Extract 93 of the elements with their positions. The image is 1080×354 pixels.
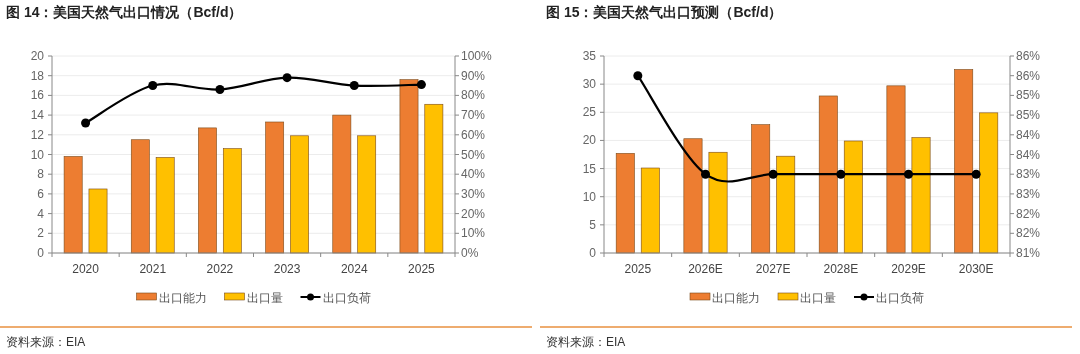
y2-tick-label: 70%: [461, 108, 486, 123]
point: [215, 84, 225, 94]
bar: [640, 167, 660, 254]
bar: [751, 124, 771, 254]
x-tick-label: 2024: [340, 262, 368, 276]
y-tick-label: 30: [582, 77, 597, 92]
chart-title: 图 14：美国天然气出口情况（Bcf/d）: [6, 4, 243, 20]
x-tick-label: 2025: [408, 262, 436, 276]
bar: [776, 155, 796, 254]
y2-tick-label: 90%: [461, 68, 486, 83]
y2-tick-label: 30%: [461, 186, 486, 201]
y-tick-label: 4: [37, 206, 45, 221]
y-tick-label: 20: [582, 133, 597, 148]
x-tick-label: 2026E: [688, 262, 723, 276]
bar: [708, 151, 728, 254]
x-tick-label: 2030E: [958, 262, 994, 276]
x-tick-label: 2028E: [823, 262, 859, 276]
y2-tick-label: 50%: [461, 147, 486, 162]
x-tick-label: 2029E: [891, 262, 926, 276]
bar: [954, 69, 974, 254]
bar: [198, 127, 217, 254]
y2-tick-label: 40%: [461, 167, 486, 182]
x-tick-label: 2025: [624, 262, 652, 276]
y2-tick-label: 83%: [1016, 186, 1041, 201]
point: [416, 80, 426, 90]
y2-tick-label: 85%: [1016, 88, 1041, 103]
legend-label: 出口负荷: [876, 291, 924, 305]
bar: [818, 95, 838, 254]
y-tick-label: 10: [582, 189, 597, 204]
x-tick-label: 2023: [273, 262, 301, 276]
bar: [911, 137, 931, 254]
y2-tick-label: 84%: [1016, 147, 1041, 162]
y2-tick-label: 10%: [461, 226, 486, 241]
y-tick-label: 5: [589, 217, 597, 232]
y-tick-label: 15: [582, 161, 597, 176]
bar: [265, 121, 285, 254]
y-tick-label: 16: [30, 88, 45, 103]
bar: [886, 85, 906, 254]
x-tick-label: 2027E: [755, 262, 791, 276]
y-tick-label: 6: [37, 186, 45, 201]
point: [282, 73, 292, 83]
bar: [332, 114, 352, 254]
y2-tick-label: 20%: [461, 206, 486, 221]
bar: [130, 139, 150, 254]
y2-tick-label: 80%: [461, 88, 486, 103]
y-tick-label: 8: [37, 167, 45, 182]
y2-tick-label: 82%: [1016, 206, 1041, 221]
y-tick-label: 10: [30, 147, 45, 162]
bar: [683, 138, 703, 254]
y2-tick-label: 83%: [1016, 167, 1041, 182]
y-tick-label: 25: [582, 105, 597, 120]
y-tick-label: 20: [30, 49, 45, 63]
bar: [979, 112, 999, 254]
point: [148, 81, 158, 91]
bar: [615, 153, 635, 254]
y2-tick-label: 86%: [1016, 49, 1041, 63]
point: [349, 81, 359, 91]
y2-tick-label: 82%: [1016, 226, 1041, 241]
legend-label: 出口量: [800, 291, 836, 305]
y-tick-label: 0: [37, 246, 45, 260]
bar: [88, 188, 108, 254]
y2-tick-label: 81%: [1016, 246, 1041, 260]
bar: [155, 157, 175, 254]
y2-tick-label: 60%: [461, 127, 486, 142]
text: 资料来源：EIA: [6, 335, 86, 349]
legend-label: 出口负荷: [322, 291, 371, 305]
legend-label: 出口量: [246, 291, 283, 305]
legend-label: 出口能力: [158, 291, 207, 305]
point: [81, 118, 91, 128]
y2-tick-label: 86%: [1016, 68, 1041, 83]
y-tick-label: 0: [589, 246, 597, 260]
bar: [357, 135, 377, 254]
y-tick-label: 14: [30, 108, 45, 123]
x-tick-label: 2022: [206, 262, 234, 276]
y-tick-label: 12: [30, 127, 45, 142]
y-tick-label: 2: [37, 226, 45, 241]
y2-tick-label: 84%: [1016, 127, 1041, 142]
x-tick-label: 2020: [72, 262, 100, 276]
y2-tick-label: 85%: [1016, 108, 1041, 123]
text: 资料来源：EIA: [546, 335, 626, 349]
legend-label: 出口能力: [712, 291, 760, 305]
bar: [399, 79, 419, 254]
y-tick-label: 35: [582, 49, 597, 63]
x-tick-label: 2021: [139, 262, 167, 276]
bar: [222, 148, 242, 254]
bar: [843, 140, 863, 254]
y2-tick-label: 0%: [461, 246, 479, 260]
y2-tick-label: 100%: [461, 49, 493, 63]
bar: [424, 103, 444, 254]
chart-title: 图 15：美国天然气出口预测（Bcf/d）: [546, 4, 783, 20]
bar: [63, 156, 83, 254]
bar: [290, 135, 309, 254]
y-tick-label: 18: [30, 68, 45, 83]
